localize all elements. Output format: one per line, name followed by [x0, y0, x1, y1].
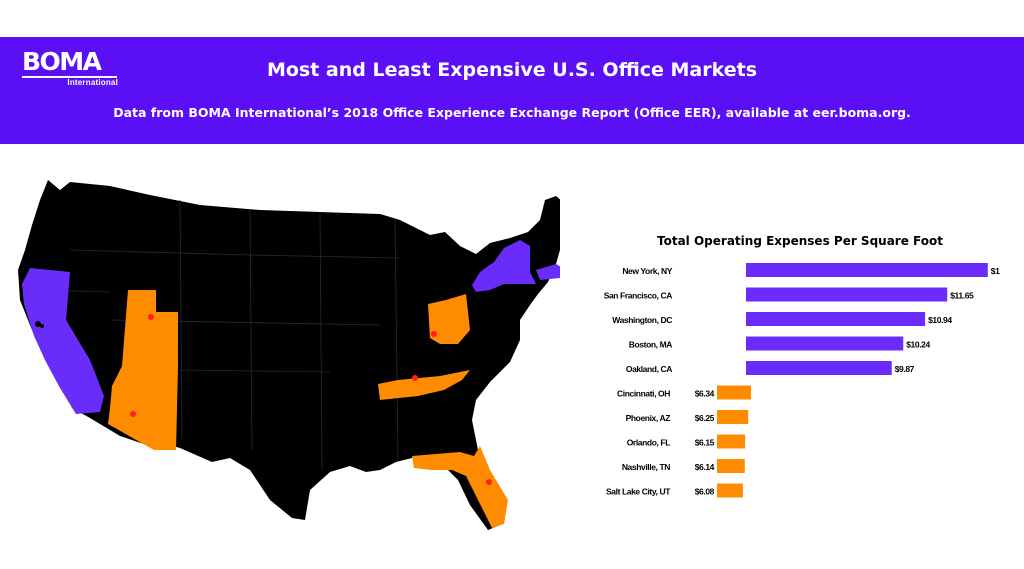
- state-ohio: [428, 294, 470, 344]
- chart-bars: New York, NY $12.95 San Francisco, CA $11.6…: [604, 263, 1000, 498]
- bar: [717, 483, 743, 498]
- value-label: $6.34: [695, 389, 715, 399]
- value-label: $6.14: [695, 462, 715, 472]
- marker-oakland: [40, 324, 44, 328]
- state-new-york: [472, 240, 536, 292]
- state-florida: [412, 446, 508, 528]
- value-label: $11.65: [950, 291, 974, 301]
- marker-san-francisco: [35, 321, 41, 327]
- state-arizona: [108, 366, 178, 450]
- bar: [717, 459, 745, 473]
- logo-rule: [22, 76, 117, 78]
- bar: [746, 361, 892, 375]
- state-massachusetts: [536, 264, 560, 280]
- bar: [717, 385, 752, 400]
- marker-orlando: [486, 479, 492, 485]
- value-label: $6.25: [695, 413, 715, 423]
- category-label: Washington, DC: [612, 315, 672, 325]
- category-label: Oakland, CA: [626, 364, 672, 374]
- value-label: $6.08: [695, 487, 715, 497]
- value-label: $9.87: [895, 364, 915, 374]
- page-subtitle: Data from BOMA International’s 2018 Offi…: [113, 105, 911, 120]
- value-label: $10.94: [928, 315, 952, 325]
- logo-subtext: International: [67, 78, 118, 87]
- chart-title: Total Operating Expenses Per Square Foot: [657, 234, 943, 248]
- page-title: Most and Least Expensive U.S. Office Mar…: [266, 59, 758, 81]
- category-label: Phoenix, AZ: [626, 413, 671, 423]
- boma-logo: BOMA International: [22, 47, 122, 87]
- marker-cincinnati: [431, 331, 437, 337]
- category-label: New York, NY: [622, 266, 672, 276]
- value-label: $6.15: [695, 438, 715, 448]
- bar: [717, 410, 749, 424]
- bar: [746, 336, 904, 351]
- logo-wordmark: BOMA: [22, 47, 102, 76]
- category-label: Boston, MA: [629, 340, 672, 350]
- us-map: [18, 180, 560, 530]
- state-tennessee: [378, 370, 470, 400]
- value-label: $10.24: [906, 340, 930, 350]
- state-borders: [39, 199, 401, 471]
- category-label: Orlando, FL: [627, 438, 671, 448]
- category-label: Nashville, TN: [622, 462, 670, 472]
- header-banner: BOMA International Most and Least Expens…: [0, 37, 1024, 144]
- value-label: $12.95: [991, 266, 1000, 276]
- marker-phoenix: [130, 411, 136, 417]
- category-label: Cincinnati, OH: [617, 389, 670, 399]
- expense-bar-chart: Total Operating Expenses Per Square Foot…: [604, 234, 1000, 498]
- bar: [746, 312, 926, 326]
- state-california: [22, 268, 104, 414]
- marker-nashville: [412, 375, 418, 381]
- category-label: Salt Lake City, UT: [606, 487, 671, 497]
- bar: [746, 263, 988, 277]
- bar: [746, 287, 948, 302]
- bar: [717, 434, 746, 449]
- category-label: San Francisco, CA: [604, 291, 673, 301]
- state-utah: [122, 290, 178, 366]
- marker-salt-lake-city: [148, 314, 154, 320]
